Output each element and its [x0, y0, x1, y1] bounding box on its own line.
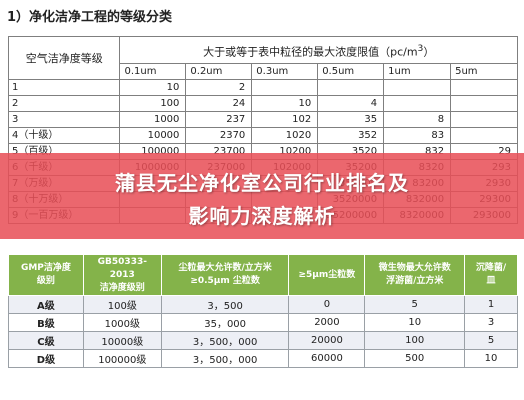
value-cell: 100	[119, 95, 187, 112]
value-cell: 10	[364, 313, 466, 332]
header-line: GB50333-2013	[97, 256, 147, 280]
class-cell: 4（十级）	[7, 127, 121, 144]
value-cell: 10	[251, 95, 319, 112]
value-cell: 4	[317, 95, 385, 112]
limit-column-header: 大于或等于表中粒径的最大浓度限值（pc/m3）	[119, 36, 518, 64]
value-cell	[383, 95, 452, 112]
gmp-column-header: 沉降菌/皿	[464, 254, 518, 296]
table-row: B级 1000级 35，000 2000 10 3	[8, 313, 518, 332]
value-cell: 100000级	[82, 349, 162, 368]
header-line: ≥0.5μm 尘粒数	[190, 276, 260, 286]
value-cell: 1000	[119, 111, 187, 128]
gmp-grade-table: GMP洁净度 级别 GB50333-2013 洁净度级别 尘粒最大允许数/立方米 ≥0.5…	[8, 254, 518, 368]
value-cell	[450, 95, 518, 112]
class-cell: 3	[7, 111, 121, 128]
grade-cell: B级	[8, 313, 84, 332]
value-cell: 10	[464, 349, 518, 368]
value-cell: 35	[317, 111, 385, 128]
value-cell: 500	[364, 349, 466, 368]
header-line: 浮游菌/立方米	[386, 276, 444, 286]
value-cell: 20000	[288, 331, 366, 350]
value-cell: 2	[185, 79, 253, 96]
table-header-row: 空气洁净度等级 大于或等于表中粒径的最大浓度限值（pc/m3）	[7, 36, 518, 80]
banner-title-line-2: 影响力深度解析	[188, 204, 336, 228]
value-cell	[251, 79, 319, 96]
header-line: 尘粒最大允许数/立方米	[178, 263, 272, 273]
value-cell	[450, 111, 518, 128]
particle-size-header: 0.1um	[119, 63, 187, 80]
grade-cell: C级	[8, 331, 84, 350]
gmp-header-row: GMP洁净度 级别 GB50333-2013 洁净度级别 尘粒最大允许数/立方米 ≥0.5…	[8, 254, 518, 296]
particle-size-header: 1um	[383, 63, 452, 80]
value-cell: 3，500，000	[160, 331, 290, 350]
table-row: 1 10 2	[7, 79, 518, 96]
value-cell: 83	[383, 127, 452, 144]
particle-size-header: 5um	[450, 63, 518, 80]
gmp-column-header: ≥5μm尘粒数	[288, 254, 366, 296]
grade-cell: A级	[8, 295, 84, 314]
class-column-header: 空气洁净度等级	[7, 36, 121, 80]
header-line: 微生物最大允许数	[378, 263, 451, 273]
limit-header-suffix: ）	[423, 45, 435, 59]
value-cell	[450, 127, 518, 144]
limit-header-text: 大于或等于表中粒径的最大浓度限值（pc/m	[203, 45, 418, 59]
table-row: A级 100级 3，500 0 5 1	[8, 295, 518, 314]
value-cell	[317, 79, 385, 96]
value-cell	[450, 79, 518, 96]
gmp-column-header: GMP洁净度 级别	[8, 254, 84, 296]
gmp-column-header: GB50333-2013 洁净度级别	[82, 254, 162, 296]
header-line: 沉降菌/	[475, 263, 507, 273]
table-row: D级 100000级 3，500，000 60000 500 10	[8, 349, 518, 368]
gmp-column-header: 尘粒最大允许数/立方米 ≥0.5μm 尘粒数	[160, 254, 290, 296]
table-row: 2 100 24 10 4	[7, 95, 518, 112]
value-cell: 10000	[119, 127, 187, 144]
header-line: GMP洁净度	[20, 263, 71, 273]
value-cell: 0	[288, 295, 366, 314]
header-line: 洁净度级别	[99, 282, 145, 293]
value-cell: 1000级	[82, 313, 162, 332]
value-cell: 3，500	[160, 295, 290, 314]
value-cell: 2000	[288, 313, 366, 332]
value-cell: 2370	[185, 127, 253, 144]
value-cell: 10000级	[82, 331, 162, 350]
header-line: ≥5μm尘粒数	[298, 269, 356, 280]
page-heading: 1）净化洁净工程的等级分类	[7, 10, 173, 25]
value-cell: 10	[119, 79, 187, 96]
header-line: 皿	[486, 276, 496, 286]
gmp-column-header: 微生物最大允许数 浮游菌/立方米	[364, 254, 466, 296]
banner-title-line-1: 蒲县无尘净化室公司行业排名及	[115, 171, 409, 195]
grade-cell: D级	[8, 349, 84, 368]
value-cell: 24	[185, 95, 253, 112]
value-cell: 1	[464, 295, 518, 314]
value-cell: 100级	[82, 295, 162, 314]
class-cell: 2	[7, 95, 121, 112]
limit-header-superscript: 3	[417, 42, 424, 54]
value-cell	[383, 79, 452, 96]
title-banner: 蒲县无尘净化室公司行业排名及 影响力深度解析	[0, 153, 524, 239]
value-cell: 352	[317, 127, 385, 144]
value-cell: 102	[251, 111, 319, 128]
value-cell: 60000	[288, 349, 366, 368]
table-row: 4（十级） 10000 2370 1020 352 83	[7, 127, 518, 144]
value-cell: 5	[364, 295, 466, 314]
particle-size-header: 0.5um	[317, 63, 385, 80]
value-cell: 100	[364, 331, 466, 350]
value-cell: 35，000	[160, 313, 290, 332]
value-cell: 1020	[251, 127, 319, 144]
particle-size-header: 0.2um	[185, 63, 253, 80]
class-cell: 1	[7, 79, 121, 96]
table-row: 3 1000 237 102 35 8	[7, 111, 518, 128]
particle-size-header: 0.3um	[251, 63, 319, 80]
value-cell: 8	[383, 111, 452, 128]
table-row: C级 10000级 3，500，000 20000 100 5	[8, 331, 518, 350]
value-cell: 5	[464, 331, 518, 350]
header-line: 级别	[36, 276, 55, 286]
value-cell: 3，500，000	[160, 349, 290, 368]
value-cell: 237	[185, 111, 253, 128]
value-cell: 3	[464, 313, 518, 332]
